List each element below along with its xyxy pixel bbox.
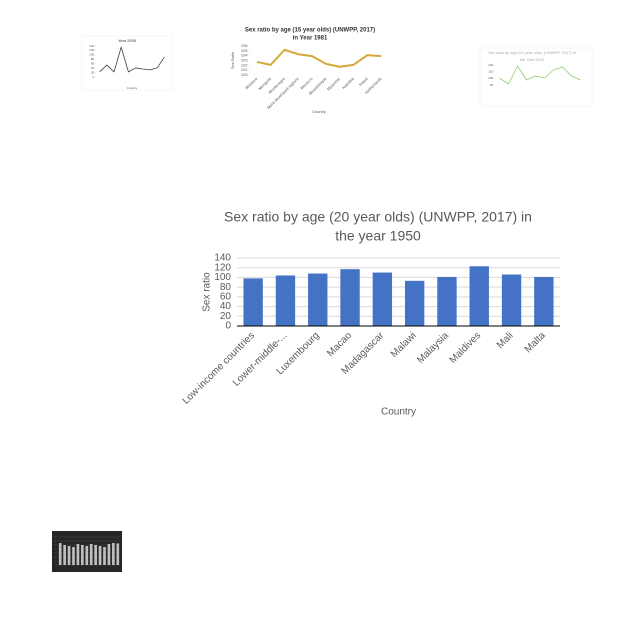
chart-title: Year 2000 bbox=[118, 38, 137, 43]
line-series bbox=[499, 65, 581, 85]
y-tick-label: 140 bbox=[53, 537, 57, 539]
y-tick-label: 104 bbox=[241, 53, 248, 58]
y-tick-label: 40 bbox=[220, 301, 232, 312]
y-tick-label: 60 bbox=[91, 62, 95, 66]
y-tick-label: 0 bbox=[56, 565, 58, 567]
line-series bbox=[99, 46, 165, 73]
bar bbox=[469, 266, 489, 326]
bar bbox=[89, 544, 93, 565]
y-tick-label: 80 bbox=[55, 549, 58, 551]
bar bbox=[76, 544, 80, 565]
y-tick-label: 80 bbox=[220, 282, 232, 293]
y-tick-label: 100 bbox=[241, 72, 248, 77]
y-tick-label: 100 bbox=[488, 76, 493, 80]
chart-frame bbox=[479, 47, 593, 107]
bar bbox=[98, 546, 102, 565]
y-tick-label: 101 bbox=[241, 67, 248, 72]
x-tick-label: Mali bbox=[495, 330, 516, 351]
y-tick-label: 20 bbox=[220, 311, 232, 322]
y-tick-label: 140 bbox=[214, 253, 231, 264]
bar bbox=[243, 278, 263, 326]
y-tick-label: 0 bbox=[93, 75, 95, 79]
y-tick-label: 120 bbox=[53, 541, 57, 543]
y-tick-label: 120 bbox=[214, 262, 231, 273]
y-axis-label: Sex Ratio bbox=[230, 51, 235, 69]
x-tick-label: Malawi bbox=[389, 330, 419, 360]
x-axis-label: Country bbox=[312, 109, 326, 114]
y-tick-label: 100 bbox=[89, 53, 94, 57]
bar bbox=[58, 543, 62, 565]
y-tick-label: 106 bbox=[241, 43, 248, 48]
chart-title: in Year 1981 bbox=[293, 36, 328, 42]
bar bbox=[107, 544, 111, 565]
y-tick-label: 120 bbox=[89, 48, 94, 52]
bar bbox=[437, 276, 457, 326]
y-tick-label: 100 bbox=[214, 272, 231, 283]
x-tick-label: Myanmar bbox=[326, 76, 342, 92]
x-axis-label: Country bbox=[127, 86, 138, 90]
bar bbox=[85, 546, 89, 565]
y-tick-label: 110 bbox=[488, 69, 493, 73]
y-tick-label: 103 bbox=[241, 58, 248, 63]
chart-title: Sex ratio by age (15 year olds) (UNWPP, … bbox=[245, 28, 375, 34]
bar bbox=[116, 543, 120, 565]
bar bbox=[72, 547, 75, 565]
chart-frame bbox=[81, 35, 173, 91]
y-tick-label: 102 bbox=[241, 62, 248, 67]
y-tick-label: 20 bbox=[91, 70, 95, 74]
bar bbox=[112, 543, 115, 565]
y-tick-label: 120 bbox=[488, 63, 493, 67]
y-tick-label: 20 bbox=[55, 561, 58, 563]
y-tick-label: 60 bbox=[220, 291, 232, 302]
y-tick-label: 0 bbox=[225, 321, 231, 332]
bar bbox=[308, 273, 328, 326]
y-tick-label: 90 bbox=[490, 83, 494, 87]
chart-title: the Year 2015 bbox=[520, 57, 545, 62]
bar bbox=[81, 545, 84, 565]
y-tick-label: 60 bbox=[55, 553, 58, 555]
bar bbox=[63, 545, 66, 565]
bar bbox=[372, 272, 393, 326]
y-tick-label: 40 bbox=[55, 557, 58, 559]
x-axis-label: Country bbox=[381, 407, 416, 418]
x-tick-label: Namibia bbox=[341, 76, 355, 90]
y-tick-label: 140 bbox=[89, 44, 94, 48]
x-tick-label: Nepal bbox=[358, 76, 369, 87]
chart-title: Sex ratio by age (20 year olds) (UNWPP, … bbox=[224, 209, 532, 225]
y-tick-label: 105 bbox=[241, 48, 248, 53]
bar bbox=[501, 274, 522, 326]
bar bbox=[103, 547, 106, 565]
x-tick-label: Macao bbox=[325, 330, 354, 359]
bar bbox=[534, 276, 554, 326]
y-axis-label: Sex ratio bbox=[202, 272, 213, 312]
chart-title: Sex ratio by age (20 year olds) (UNWPP, … bbox=[488, 50, 576, 55]
line-series bbox=[256, 48, 382, 68]
bar bbox=[404, 280, 425, 326]
x-tick-label: Maldives bbox=[448, 330, 484, 366]
chart-title: the year 1950 bbox=[335, 228, 421, 244]
y-tick-label: 100 bbox=[53, 545, 57, 547]
x-tick-label: Malaysia bbox=[415, 330, 451, 366]
y-tick-label: 40 bbox=[91, 66, 95, 70]
bar bbox=[340, 269, 360, 326]
bar bbox=[275, 275, 296, 326]
x-tick-label: Malta bbox=[523, 330, 548, 355]
bar bbox=[67, 546, 71, 565]
bar bbox=[94, 545, 97, 565]
y-tick-label: 80 bbox=[91, 57, 95, 61]
